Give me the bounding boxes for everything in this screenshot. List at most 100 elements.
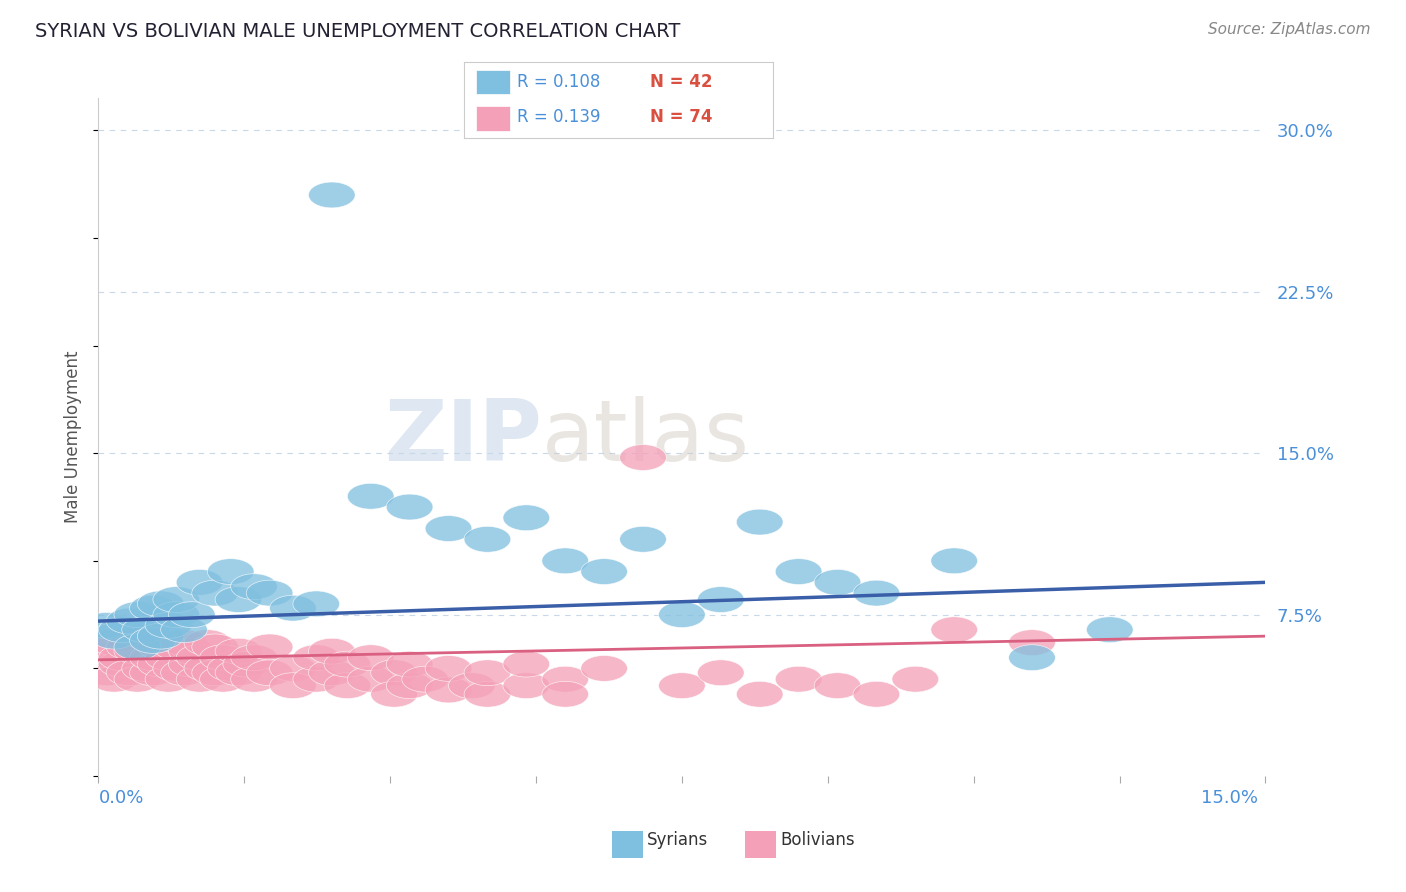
Ellipse shape xyxy=(737,681,783,707)
Ellipse shape xyxy=(697,660,744,686)
Ellipse shape xyxy=(191,634,239,660)
Text: ZIP: ZIP xyxy=(384,395,541,479)
Ellipse shape xyxy=(308,639,356,665)
Bar xyxy=(477,70,510,95)
Ellipse shape xyxy=(138,651,184,677)
Ellipse shape xyxy=(425,516,472,541)
Text: atlas: atlas xyxy=(541,395,749,479)
Ellipse shape xyxy=(425,677,472,703)
Ellipse shape xyxy=(191,580,239,606)
Text: Source: ZipAtlas.com: Source: ZipAtlas.com xyxy=(1208,22,1371,37)
Ellipse shape xyxy=(224,651,270,677)
Ellipse shape xyxy=(114,666,160,692)
Ellipse shape xyxy=(200,666,246,692)
Ellipse shape xyxy=(153,634,200,660)
Ellipse shape xyxy=(114,634,160,660)
Ellipse shape xyxy=(129,628,176,653)
Ellipse shape xyxy=(814,673,860,698)
Ellipse shape xyxy=(387,651,433,677)
Ellipse shape xyxy=(207,558,254,584)
Ellipse shape xyxy=(347,645,394,671)
Ellipse shape xyxy=(292,645,340,671)
Ellipse shape xyxy=(1087,616,1133,642)
Text: N = 42: N = 42 xyxy=(650,73,711,91)
Ellipse shape xyxy=(138,591,184,616)
Ellipse shape xyxy=(83,613,129,639)
Ellipse shape xyxy=(107,660,153,686)
Ellipse shape xyxy=(129,595,176,621)
Ellipse shape xyxy=(231,666,277,692)
Ellipse shape xyxy=(270,595,316,621)
Ellipse shape xyxy=(387,673,433,698)
Ellipse shape xyxy=(464,526,510,552)
Ellipse shape xyxy=(107,634,153,660)
Y-axis label: Male Unemployment: Male Unemployment xyxy=(65,351,83,524)
Ellipse shape xyxy=(581,656,627,681)
Ellipse shape xyxy=(184,656,231,681)
Ellipse shape xyxy=(207,656,254,681)
Ellipse shape xyxy=(292,666,340,692)
Ellipse shape xyxy=(246,634,292,660)
Ellipse shape xyxy=(184,630,231,656)
Ellipse shape xyxy=(90,666,138,692)
Ellipse shape xyxy=(176,645,224,671)
Ellipse shape xyxy=(107,608,153,634)
Ellipse shape xyxy=(169,651,215,677)
Ellipse shape xyxy=(98,645,145,671)
Ellipse shape xyxy=(853,681,900,707)
Ellipse shape xyxy=(83,639,129,665)
Ellipse shape xyxy=(620,526,666,552)
Ellipse shape xyxy=(449,673,495,698)
Ellipse shape xyxy=(371,681,418,707)
Text: N = 74: N = 74 xyxy=(650,108,711,126)
Ellipse shape xyxy=(775,558,823,584)
Ellipse shape xyxy=(503,651,550,677)
Text: Bolivians: Bolivians xyxy=(780,831,855,849)
Ellipse shape xyxy=(931,616,977,642)
Ellipse shape xyxy=(323,651,371,677)
Ellipse shape xyxy=(464,660,510,686)
Ellipse shape xyxy=(160,630,207,656)
Ellipse shape xyxy=(402,666,449,692)
Ellipse shape xyxy=(541,548,589,574)
Ellipse shape xyxy=(215,587,262,613)
Ellipse shape xyxy=(697,587,744,613)
Ellipse shape xyxy=(541,681,589,707)
Ellipse shape xyxy=(160,616,207,642)
Ellipse shape xyxy=(129,645,176,671)
Ellipse shape xyxy=(231,574,277,599)
Bar xyxy=(477,106,510,130)
Ellipse shape xyxy=(308,182,356,208)
Ellipse shape xyxy=(122,624,169,649)
Ellipse shape xyxy=(145,666,191,692)
Ellipse shape xyxy=(308,660,356,686)
Ellipse shape xyxy=(581,558,627,584)
Ellipse shape xyxy=(775,666,823,692)
Ellipse shape xyxy=(114,639,160,665)
Ellipse shape xyxy=(215,660,262,686)
Text: R = 0.139: R = 0.139 xyxy=(516,108,600,126)
Ellipse shape xyxy=(169,602,215,628)
Ellipse shape xyxy=(541,666,589,692)
Ellipse shape xyxy=(246,660,292,686)
Ellipse shape xyxy=(215,639,262,665)
Ellipse shape xyxy=(503,505,550,531)
Ellipse shape xyxy=(231,645,277,671)
Ellipse shape xyxy=(347,483,394,509)
Ellipse shape xyxy=(114,602,160,628)
Ellipse shape xyxy=(176,569,224,595)
Ellipse shape xyxy=(891,666,939,692)
Ellipse shape xyxy=(620,444,666,470)
Ellipse shape xyxy=(814,569,860,595)
Ellipse shape xyxy=(1008,645,1056,671)
Ellipse shape xyxy=(931,548,977,574)
Text: Syrians: Syrians xyxy=(647,831,709,849)
Ellipse shape xyxy=(464,681,510,707)
Ellipse shape xyxy=(270,673,316,698)
Text: R = 0.108: R = 0.108 xyxy=(516,73,600,91)
Ellipse shape xyxy=(270,656,316,681)
Ellipse shape xyxy=(90,624,138,649)
Ellipse shape xyxy=(347,666,394,692)
Ellipse shape xyxy=(323,673,371,698)
Ellipse shape xyxy=(503,673,550,698)
